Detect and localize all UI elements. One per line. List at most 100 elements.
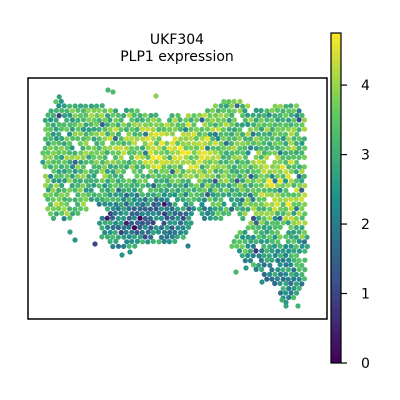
expression-spot [250,215,257,221]
colorbar-ticks: 0 1 2 3 4 [341,78,370,372]
expression-spot [67,215,73,221]
expression-spot [264,248,270,254]
expression-spot [129,229,135,235]
expression-spot [161,155,167,161]
expression-spot [110,169,116,175]
expression-spot [177,155,183,161]
expression-spot [110,122,116,128]
expression-spot [272,224,278,230]
expression-spot [77,122,83,128]
expression-spot [110,206,116,212]
expression-spot [77,131,84,137]
expression-spot [188,220,194,226]
expression-spot [283,141,289,147]
expression-spot [126,187,132,193]
expression-spot [174,234,180,240]
expression-spot [115,197,121,203]
expression-spot [280,201,286,207]
expression-spot [267,131,273,137]
expression-spot [274,173,280,179]
expression-spot [229,121,235,128]
expression-spot [261,131,267,137]
expression-spot [140,173,146,179]
expression-spot [245,243,251,249]
expression-spot [191,159,197,165]
expression-spot [264,117,270,123]
expression-spot [233,269,239,275]
expression-spot [183,154,189,160]
expression-spot [294,131,300,137]
expression-spot [102,136,108,142]
expression-spot [69,145,75,151]
expression-spot [258,238,264,245]
expression-spot [115,159,121,165]
expression-spot [302,145,308,151]
expression-spot [223,206,229,212]
expression-spot [153,196,159,202]
expression-spot [115,206,121,212]
expression-spot [53,201,60,207]
expression-spot [188,126,194,132]
expression-spot [158,178,165,184]
expression-spot [234,122,240,128]
expression-spot [172,183,178,189]
expression-spot [239,159,245,165]
expression-spot [250,262,257,268]
expression-spot [183,127,189,133]
expression-spot [261,196,267,202]
expression-spot [215,126,221,132]
expression-spot [150,127,156,133]
expression-spot [258,145,264,151]
expression-spot [107,220,113,226]
expression-spot [158,206,164,212]
expression-spot [218,131,224,137]
expression-spot [131,159,137,165]
expression-spot [256,187,262,193]
expression-spot [250,178,256,184]
expression-spot [228,103,235,109]
expression-spot [69,117,75,123]
expression-spot [88,103,94,109]
expression-spot [285,136,291,142]
expression-spot [256,113,262,119]
expression-spot [158,187,164,193]
expression-spot [234,206,240,212]
expression-spot [296,248,302,254]
expression-spot [294,112,300,119]
expression-spot [131,234,137,240]
expression-spot [248,220,254,226]
expression-spot [232,192,238,198]
expression-spot [286,248,292,254]
expression-spot [280,192,286,198]
expression-spot [293,244,299,250]
expression-spot [243,265,249,271]
expression-spot [220,154,226,160]
expression-spot [175,206,181,212]
expression-spot [261,150,267,156]
expression-spot [69,126,75,132]
expression-spot [245,187,251,193]
expression-spot [48,201,54,208]
expression-spot [124,239,130,245]
expression-spot [119,252,125,258]
expression-spot [180,141,186,147]
expression-spot [237,127,243,133]
expression-spot [296,145,302,151]
expression-spot [113,108,119,114]
expression-spot [261,243,267,249]
expression-spot [96,107,102,114]
expression-spot [245,178,251,184]
expression-spot [185,150,191,156]
expression-spot [247,248,253,254]
expression-spot [239,197,245,203]
expression-spot [258,201,264,207]
expression-spot [75,155,81,161]
expression-spot [291,267,297,273]
expression-spot [139,220,145,226]
expression-spot [53,173,60,179]
expression-spot [288,131,294,137]
expression-spot [288,262,294,268]
expression-spot [104,159,110,165]
expression-spot [221,107,227,114]
expression-spot [56,94,62,100]
